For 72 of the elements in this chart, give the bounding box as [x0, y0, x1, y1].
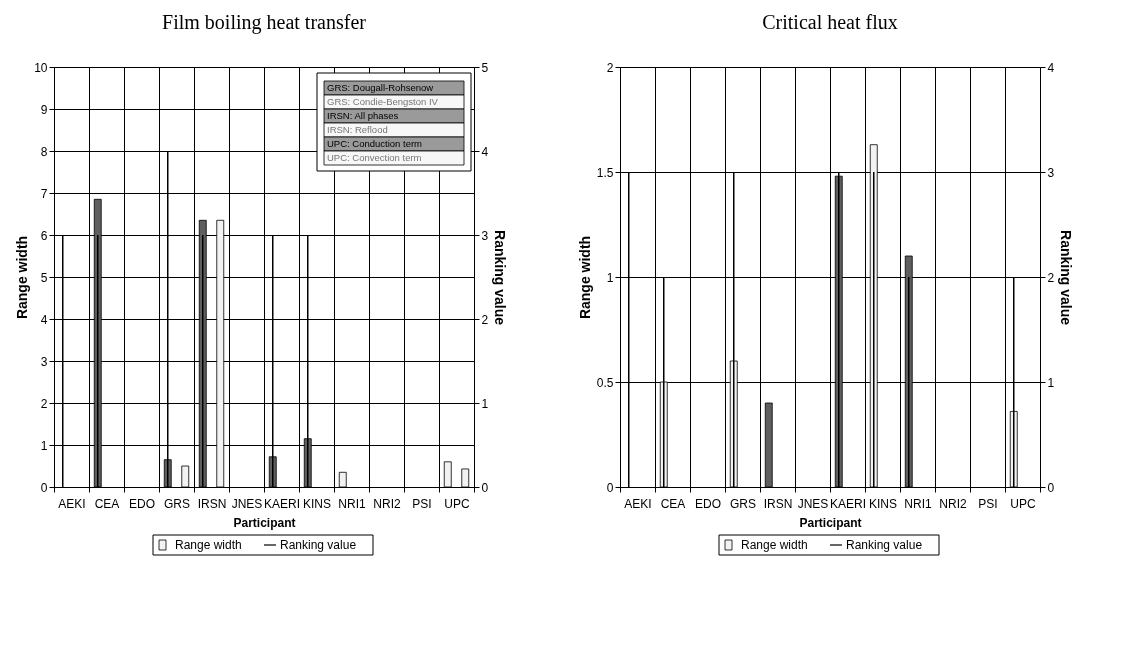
x-tick-label: NRI1	[904, 496, 932, 511]
y2-tick-label: 2	[1047, 270, 1055, 285]
annotation: IRSN: Reflood	[327, 124, 388, 135]
x-tick-label: EDO	[128, 496, 156, 511]
y2-tick-label: 1	[1047, 375, 1055, 390]
x-tick-label: CEA	[660, 496, 686, 511]
x-tick-label: NRI2	[939, 496, 967, 511]
x-tick-label: GRS	[729, 496, 757, 511]
x-axis-title: Participant	[799, 515, 862, 530]
y-tick-label: 0	[40, 480, 48, 495]
y2-tick-label: 0	[481, 480, 489, 495]
legend-label: Range width	[741, 538, 808, 552]
y-tick-label: 2	[606, 60, 614, 75]
x-tick-label: JNES	[231, 496, 263, 511]
y2-tick-label: 5	[481, 60, 489, 75]
x-tick-label: UPC	[1010, 496, 1036, 511]
y2-axis-title: Ranking value	[492, 230, 509, 326]
y-tick-label: 4	[40, 312, 48, 327]
x-tick-label: IRSN	[763, 496, 793, 511]
y2-tick-label: 3	[481, 228, 489, 243]
y2-tick-label: 2	[481, 312, 489, 327]
bar	[461, 468, 470, 488]
annotation: GRS: Dougall-Rohsenow	[327, 82, 434, 93]
chart-title: Critical heat flux	[762, 11, 898, 33]
x-tick-label: PSI	[978, 496, 998, 511]
legend-label: Ranking value	[280, 538, 357, 552]
x-tick-label: AEKI	[58, 496, 86, 511]
x-tick-label: KINS	[302, 496, 332, 511]
y-tick-label: 8	[40, 144, 48, 159]
x-tick-label: GRS	[163, 496, 191, 511]
y-tick-label: 5	[40, 270, 48, 285]
y-tick-label: 0	[606, 480, 614, 495]
y-tick-label: 7	[40, 186, 48, 201]
y-tick-label: 1.5	[596, 165, 614, 180]
x-tick-label: NRI2	[373, 496, 401, 511]
x-axis-title: Participant	[233, 515, 296, 530]
y2-tick-label: 3	[1047, 165, 1055, 180]
x-tick-label: UPC	[444, 496, 470, 511]
annotation: IRSN: All phases	[327, 110, 399, 121]
x-tick-label: IRSN	[197, 496, 227, 511]
x-tick-label: NRI1	[338, 496, 366, 511]
y-axis-title: Range width	[576, 235, 593, 320]
y-tick-label: 0.5	[596, 375, 614, 390]
y-tick-label: 1	[40, 438, 48, 453]
y-axis-title: Range width	[14, 235, 31, 320]
x-tick-label: PSI	[412, 496, 432, 511]
y-tick-label: 6	[40, 228, 48, 243]
x-tick-label: AEKI	[624, 496, 652, 511]
bar	[181, 465, 190, 488]
x-tick-label: KINS	[868, 496, 898, 511]
chart-title: Film boiling heat transfer	[162, 11, 367, 34]
x-tick-label: KAERI	[829, 496, 867, 511]
annotation: GRS: Condie-Bengston IV	[327, 96, 439, 107]
y2-tick-label: 0	[1047, 480, 1055, 495]
y2-tick-label: 4	[481, 144, 489, 159]
x-tick-label: CEA	[94, 496, 120, 511]
x-tick-label: EDO	[694, 496, 722, 511]
y-tick-label: 1	[606, 270, 614, 285]
y2-axis-title: Ranking value	[1058, 230, 1075, 326]
y2-tick-label: 1	[481, 396, 489, 411]
y-tick-label: 2	[40, 396, 48, 411]
y-tick-label: 3	[40, 354, 48, 369]
annotation: UPC: Conduction term	[327, 138, 423, 149]
legend-label: Range width	[175, 538, 242, 552]
y-tick-label: 9	[40, 102, 48, 117]
x-tick-label: JNES	[797, 496, 829, 511]
x-tick-label: KAERI	[263, 496, 301, 511]
bar	[764, 402, 773, 488]
legend-label: Ranking value	[846, 538, 923, 552]
y2-tick-label: 4	[1047, 60, 1055, 75]
y-tick-label: 10	[34, 60, 48, 75]
annotation: UPC: Convection term	[327, 152, 422, 163]
